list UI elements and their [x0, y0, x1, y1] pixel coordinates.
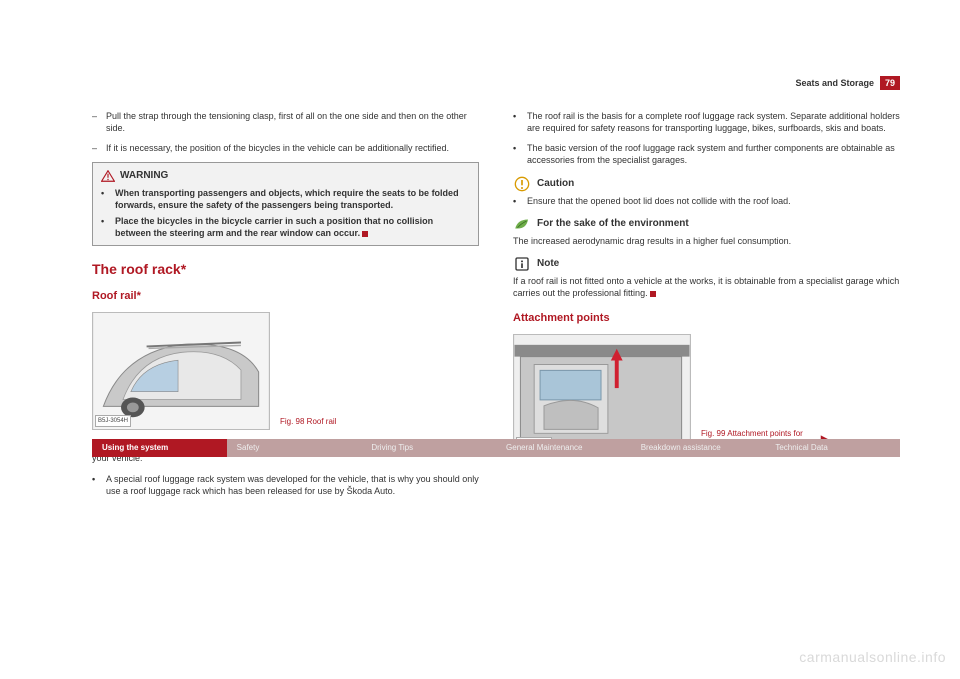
- dash-icon: –: [92, 110, 106, 134]
- dash-icon: –: [92, 142, 106, 154]
- figure-99: B5J-3052H Fig. 99 Attachment points for …: [513, 334, 900, 452]
- warning-box: WARNING • When transporting passengers a…: [92, 162, 479, 246]
- warning-label: WARNING: [120, 169, 168, 183]
- caution-bullet: • Ensure that the opened boot lid does n…: [513, 195, 900, 207]
- list-text: A special roof luggage rack system was d…: [106, 473, 479, 497]
- footer-tab-general-maintenance[interactable]: General Maintenance: [496, 439, 631, 457]
- list-item: • A special roof luggage rack system was…: [92, 473, 479, 497]
- bullet-icon: •: [513, 195, 527, 207]
- warning-triangle-icon: [101, 170, 115, 182]
- warning-text: When transporting passengers and objects…: [115, 187, 470, 211]
- caution-label: Caution: [537, 177, 574, 191]
- footer-tab-safety[interactable]: Safety: [227, 439, 362, 457]
- environment-text: The increased aerodynamic drag results i…: [513, 235, 900, 247]
- figure-caption: Fig. 98 Roof rail: [280, 417, 336, 431]
- environment-label: For the sake of the environment: [537, 217, 689, 231]
- figure-tag: B5J-3054H: [95, 415, 131, 427]
- environment-header: For the sake of the environment: [513, 215, 900, 233]
- warning-text: Place the bicycles in the bicycle carrie…: [115, 215, 470, 239]
- list-text: The basic version of the roof luggage ra…: [527, 142, 900, 166]
- caution-header: Caution: [513, 175, 900, 193]
- list-text: If it is necessary, the position of the …: [106, 142, 449, 154]
- note-label: Note: [537, 257, 559, 271]
- header-bar: Seats and Storage 79: [795, 76, 900, 90]
- list-item: • The basic version of the roof luggage …: [513, 142, 900, 166]
- footer-tab-breakdown-assistance[interactable]: Breakdown assistance: [631, 439, 766, 457]
- bullet-icon: •: [92, 473, 106, 497]
- subsection-heading: Roof rail*: [92, 289, 479, 304]
- note-header: Note: [513, 255, 900, 273]
- footer-tab-driving-tips[interactable]: Driving Tips: [361, 439, 496, 457]
- figure-image: B5J-3054H: [92, 312, 270, 430]
- footer-tab-using-system[interactable]: Using the system: [92, 439, 227, 457]
- figure-98: B5J-3054H Fig. 98 Roof rail: [92, 312, 479, 430]
- caution-icon: [513, 175, 531, 193]
- car-door-illustration-icon: [514, 335, 690, 451]
- warning-header: WARNING: [101, 169, 470, 183]
- page-number-badge: 79: [880, 76, 900, 90]
- page-container: Seats and Storage 79 – Pull the strap th…: [0, 0, 960, 505]
- bullet-icon: •: [101, 215, 115, 239]
- bullet-icon: •: [513, 110, 527, 134]
- warning-bullet: • When transporting passengers and objec…: [101, 187, 470, 211]
- list-text: The roof rail is the basis for a complet…: [527, 110, 900, 134]
- list-item: – If it is necessary, the position of th…: [92, 142, 479, 154]
- warning-bullet: • Place the bicycles in the bicycle carr…: [101, 215, 470, 239]
- end-square-icon: [650, 291, 656, 297]
- watermark: carmanualsonline.info: [799, 649, 946, 665]
- list-item: • The roof rail is the basis for a compl…: [513, 110, 900, 134]
- info-icon: [513, 255, 531, 273]
- end-square-icon: [362, 231, 368, 237]
- bullet-icon: •: [101, 187, 115, 211]
- footer-tab-technical-data[interactable]: Technical Data: [765, 439, 900, 457]
- subsection-heading: Attachment points: [513, 311, 900, 326]
- bullet-icon: •: [513, 142, 527, 166]
- list-item: – Pull the strap through the tensioning …: [92, 110, 479, 134]
- caution-text: Ensure that the opened boot lid does not…: [527, 195, 791, 207]
- section-heading: The roof rack*: [92, 260, 479, 279]
- figure-image: B5J-3052H: [513, 334, 691, 452]
- car-illustration-icon: [93, 313, 269, 429]
- list-text: Pull the strap through the tensioning cl…: [106, 110, 479, 134]
- footer-nav: Using the system Safety Driving Tips Gen…: [92, 439, 900, 457]
- header-section-title: Seats and Storage: [795, 78, 874, 88]
- note-text: If a roof rail is not fitted onto a vehi…: [513, 275, 900, 299]
- leaf-icon: [513, 215, 531, 233]
